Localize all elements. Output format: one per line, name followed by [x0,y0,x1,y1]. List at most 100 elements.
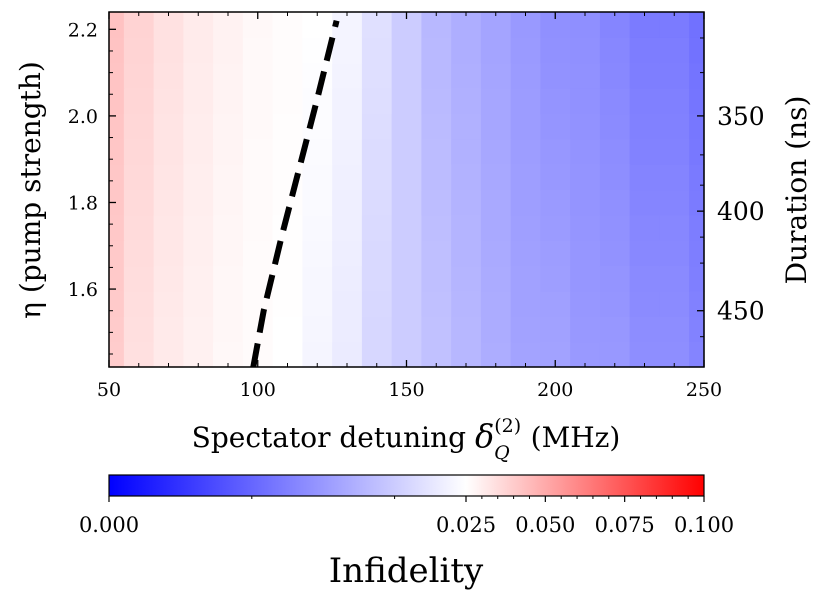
colorbar-tick-label: 0.100 [674,513,734,537]
heatmap-cell [183,214,214,241]
heatmap-cell [391,316,422,343]
heatmap-cell [451,62,482,89]
heatmap-cell [480,189,512,216]
heatmap-cell [659,290,690,317]
heatmap-cell [599,138,631,165]
heatmap-cell [421,12,452,38]
heatmap-cell [242,113,274,140]
heatmap-cell [123,62,155,89]
heatmap-cell [689,12,705,38]
heatmap-cell [629,240,660,267]
heatmap-cell [510,62,541,89]
heatmap-cell [183,240,214,267]
heatmap-cell [629,164,660,191]
heatmap-cell [302,240,333,267]
heatmap-cell [510,12,541,38]
heatmap-cell [391,265,422,292]
heatmap-cell [332,138,363,165]
heatmap-cell [659,265,690,292]
heatmap-cell [391,113,422,140]
y-tick-label: 2.0 [68,106,98,128]
heatmap-cell [242,164,274,191]
heatmap-cell [242,88,274,115]
heatmap-cell [570,316,601,343]
heatmap-cell [213,88,244,115]
heatmap-cell [361,290,393,317]
heatmap-cell [332,265,363,292]
colorbar-label: Infidelity [329,551,484,591]
heatmap-cell [570,265,601,292]
heatmap-cell [480,265,512,292]
heatmap-cell [629,214,660,241]
heatmap-cell [332,316,363,343]
heatmap-cell [153,138,184,165]
heatmap-cell [421,240,452,267]
heatmap-cell [480,113,512,140]
heatmap-cell [659,214,690,241]
heatmap-cell [332,164,363,191]
heatmap-cell [421,316,452,343]
heatmap-cell [153,62,184,89]
heatmap-cell [272,290,303,317]
heatmap-cell [242,62,274,89]
heatmap-cell [480,12,512,38]
heatmap-cell [272,138,303,165]
heatmap-cell [540,290,571,317]
heatmap-cell [213,189,244,216]
heatmap-cell [272,88,303,115]
heatmap-cell [109,113,125,140]
heatmap-cell [629,37,660,64]
heatmap-cell [540,240,571,267]
heatmap-cell [689,88,705,115]
y-tick-label: 2.2 [68,19,98,41]
heatmap-cell [659,12,690,38]
heatmap-cell [332,88,363,115]
heatmap-cell [510,113,541,140]
heatmap-cell [421,37,452,64]
heatmap-cell [599,37,631,64]
heatmap-cell [599,214,631,241]
heatmap-cell [361,240,393,267]
heatmap-cell [689,265,705,292]
heatmap-cell [361,189,393,216]
heatmap-cell [361,88,393,115]
heatmap-cell [540,113,571,140]
heatmap-cell [109,189,125,216]
x-tick-label: 250 [686,379,722,401]
heatmap-cell [153,37,184,64]
heatmap-cell [153,113,184,140]
heatmap-cell [689,189,705,216]
heatmap-cell [123,240,155,267]
heatmap-cell [183,265,214,292]
heatmap-cell [153,189,184,216]
axis-ticks: 50 100 150 200 250 1.6 1.8 2.0 2.2 350 400 450 [68,12,765,401]
x-tick-label: 100 [240,379,276,401]
heatmap-cell [540,316,571,343]
heatmap-cell [242,37,274,64]
heatmap-cell [480,37,512,64]
heatmap-cell [629,88,660,115]
x-axis-label-prefix: Spectator detuning [192,421,475,454]
heatmap-cell [302,113,333,140]
heatmap-cell [109,88,125,115]
y2-tick-label: 450 [717,297,765,326]
heatmap-cell [123,214,155,241]
heatmap-cell [123,316,155,343]
heatmap-cell [629,113,660,140]
heatmap-cell [109,138,125,165]
colorbar-ticks: 0.000 0.025 0.050 0.075 0.100 [79,496,734,537]
heatmap-cell [451,12,482,38]
x-tick-label: 150 [388,379,424,401]
heatmap-cell [421,214,452,241]
heatmap-cell [213,316,244,343]
heatmap-cell [480,62,512,89]
heatmap-cell [361,12,393,38]
heatmap-cell [599,265,631,292]
heatmap-cell [480,240,512,267]
heatmap-cell [480,214,512,241]
heatmap-cell [109,62,125,89]
heatmap-cell [302,12,333,38]
heatmap-cell [421,189,452,216]
heatmap-cell [213,62,244,89]
heatmap-cell [540,37,571,64]
